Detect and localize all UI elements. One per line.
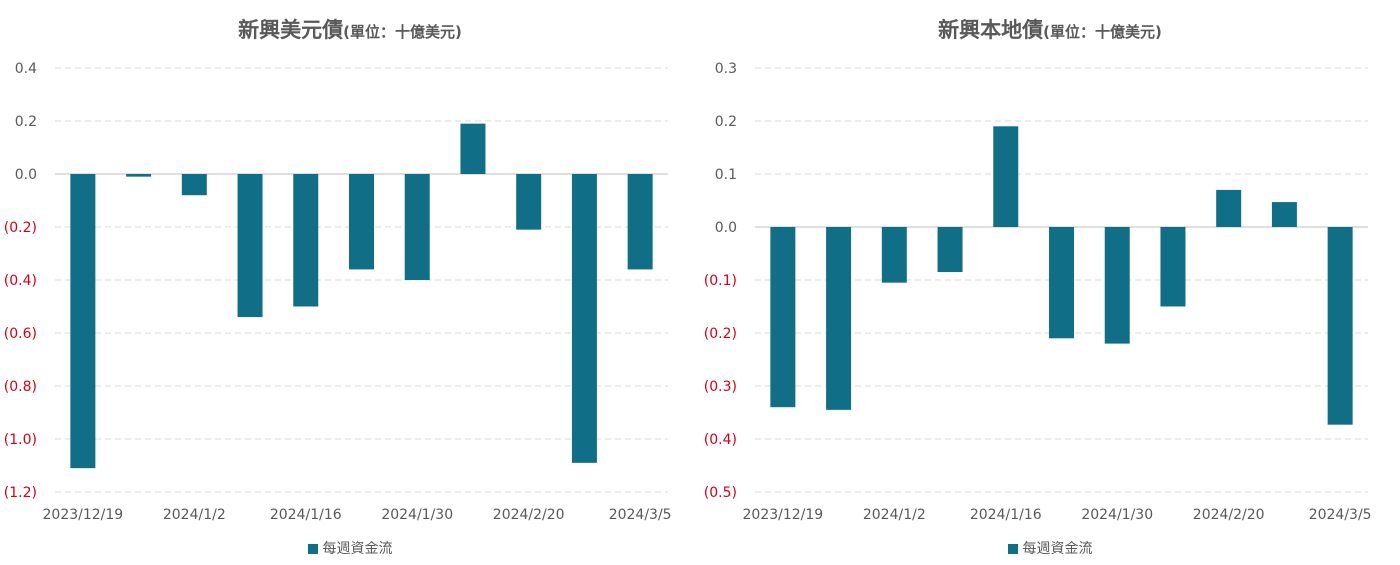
x-tick-label: 2024/1/2 xyxy=(863,507,926,523)
x-tick-label: 2024/1/16 xyxy=(270,507,342,523)
x-tick-label: 2024/3/5 xyxy=(609,507,672,523)
legend-label: 每週資金流 xyxy=(322,541,393,557)
bar-2024/2/6 xyxy=(1160,227,1186,307)
x-tick-label: 2024/3/5 xyxy=(1309,507,1372,523)
bar-2023/12/19 xyxy=(770,227,796,408)
legend-swatch xyxy=(307,544,318,554)
y-tick-label: (0.4) xyxy=(4,273,37,289)
x-tick-label: 2024/2/20 xyxy=(1193,507,1265,523)
y-tick-label: (0.2) xyxy=(704,326,737,342)
y-tick-label: 0.1 xyxy=(715,167,737,183)
y-tick-label: 0.3 xyxy=(715,61,737,77)
bar-2024/3/5 xyxy=(1327,227,1353,425)
bar-2024/1/2 xyxy=(881,227,907,283)
y-tick-label: 0.2 xyxy=(15,114,37,130)
chart-panel-emerging-local-bonds: 新興本地債(單位：十億美元) 0.3 0.2 0.1 0.0 (0.1) (0.2) (0.… xyxy=(700,0,1400,565)
chart-legend: 每週資金流 xyxy=(0,538,700,558)
chart-title-main: 新興美元債 xyxy=(238,18,344,42)
x-tick-label: 2024/1/30 xyxy=(381,507,453,523)
bar-2024/2/20 xyxy=(1216,189,1242,227)
bar-2024/1/16 xyxy=(293,174,319,307)
chart-title: 新興本地債(單位：十億美元) xyxy=(700,14,1400,44)
chart-title-unit: (單位：十億美元) xyxy=(1043,23,1162,41)
bar-2023/12/26 xyxy=(826,227,852,410)
y-tick-label: (1.0) xyxy=(4,432,37,448)
y-tick-label: (0.5) xyxy=(704,485,737,501)
bar-chart-usd-bonds: 0.4 0.2 0.0 (0.2) (0.4) (0.6) (0.8) (1.0) (1.2) 2… xyxy=(4,61,672,523)
bar-2023/12/26 xyxy=(126,174,152,177)
chart-title-unit: (單位：十億美元) xyxy=(343,23,462,41)
bar-2024/1/9 xyxy=(237,174,263,318)
bar-chart-local-bonds: 0.3 0.2 0.1 0.0 (0.1) (0.2) (0.3) (0.4) (0.5) 202… xyxy=(704,61,1372,523)
bar-2024/1/23 xyxy=(349,174,374,270)
y-tick-label: 0.0 xyxy=(15,167,37,183)
bar-2024/2/27 xyxy=(571,174,597,463)
y-tick-label: (0.4) xyxy=(704,432,737,448)
chart-title-main: 新興本地債 xyxy=(938,18,1044,42)
x-tick-label: 2023/12/19 xyxy=(743,507,824,523)
bar-2024/1/16 xyxy=(993,126,1019,227)
y-tick-label: 0.0 xyxy=(715,220,737,236)
x-tick-label: 2024/1/16 xyxy=(970,507,1042,523)
bar-2024/1/9 xyxy=(937,227,963,273)
chart-legend: 每週資金流 xyxy=(700,538,1400,558)
y-tick-label: (0.1) xyxy=(704,273,737,289)
x-tick-label: 2023/12/19 xyxy=(43,507,124,523)
y-tick-label: (0.8) xyxy=(4,379,37,395)
bar-2023/12/19 xyxy=(70,174,96,469)
chart-title: 新興美元債(單位：十億美元) xyxy=(0,14,700,44)
x-tick-label: 2024/1/30 xyxy=(1081,507,1153,523)
bar-2024/2/27 xyxy=(1271,202,1297,227)
chart-panel-emerging-usd-bonds: 新興美元債(單位：十億美元) 0.4 0.2 0.0 (0.2) (0.4) (0.6) (… xyxy=(0,14,700,558)
bar-2024/3/5 xyxy=(627,174,653,270)
legend-swatch xyxy=(1007,544,1018,554)
x-tick-label: 2024/2/20 xyxy=(493,507,565,523)
y-tick-label: 0.2 xyxy=(715,114,737,130)
bar-2024/2/20 xyxy=(516,174,542,230)
bar-2024/1/23 xyxy=(1049,227,1074,339)
y-tick-label: (0.3) xyxy=(704,379,737,395)
bar-2024/1/30 xyxy=(1104,227,1130,344)
bar-2024/1/30 xyxy=(404,174,430,280)
bar-2024/1/2 xyxy=(181,174,207,196)
y-tick-label: (1.2) xyxy=(4,485,37,501)
y-tick-label: (0.6) xyxy=(4,326,37,342)
bar-2024/2/6 xyxy=(460,123,486,174)
y-tick-label: (0.2) xyxy=(4,220,37,236)
y-tick-label: 0.4 xyxy=(15,61,37,77)
x-tick-label: 2024/1/2 xyxy=(163,507,226,523)
legend-label: 每週資金流 xyxy=(1022,541,1093,557)
